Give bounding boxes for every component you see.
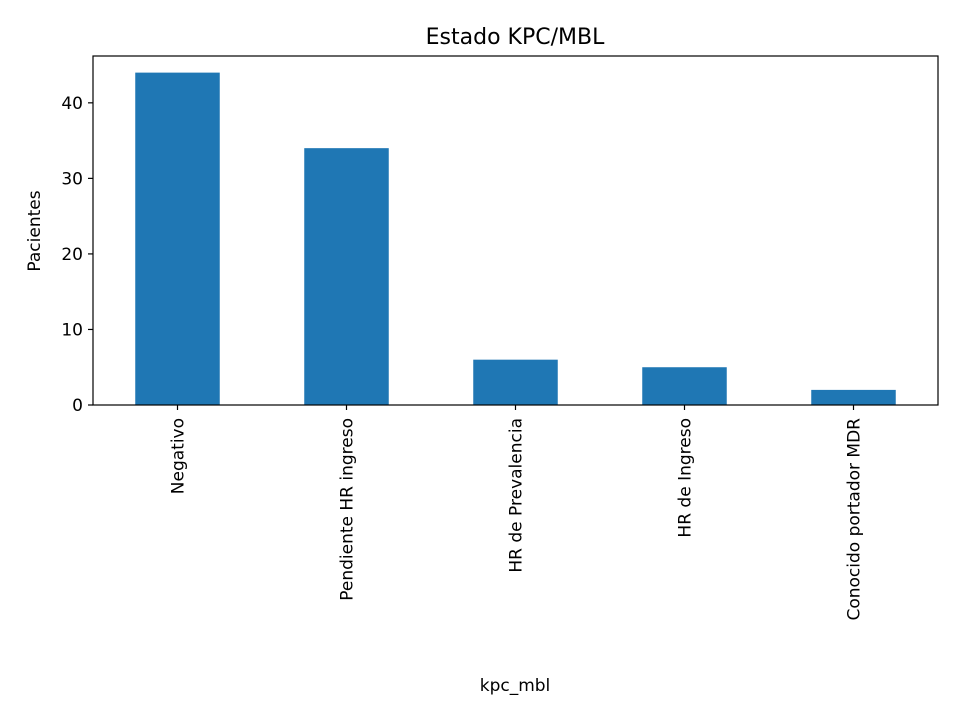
bar-0 xyxy=(135,72,220,405)
y-axis: 0 10 20 30 40 xyxy=(61,94,93,416)
bar-2 xyxy=(473,359,558,405)
y-tick-label-4: 40 xyxy=(61,94,83,114)
x-tick-label-4: Conocido portador MDR xyxy=(845,418,865,621)
x-tick-label-0: Negativo xyxy=(169,418,189,494)
y-tick-label-0: 0 xyxy=(72,396,83,416)
bar-1 xyxy=(304,148,389,406)
x-axis: Negativo Pendiente HR ingreso HR de Preval… xyxy=(169,405,865,621)
plot-frame xyxy=(92,55,939,406)
x-axis-label: kpc_mbl xyxy=(480,676,551,696)
plot-area xyxy=(135,72,896,406)
y-axis-label: Pacientes xyxy=(25,190,45,271)
x-tick-label-1: Pendiente HR ingreso xyxy=(338,418,358,601)
y-tick-label-2: 20 xyxy=(61,245,83,265)
bar-3 xyxy=(642,367,727,405)
y-tick-label-3: 30 xyxy=(61,169,83,189)
bar-4 xyxy=(811,389,896,405)
y-tick-label-1: 10 xyxy=(61,320,83,340)
chart-title: Estado KPC/MBL xyxy=(426,25,605,50)
x-tick-label-2: HR de Prevalencia xyxy=(507,418,527,573)
x-tick-label-3: HR de Ingreso xyxy=(676,418,696,538)
